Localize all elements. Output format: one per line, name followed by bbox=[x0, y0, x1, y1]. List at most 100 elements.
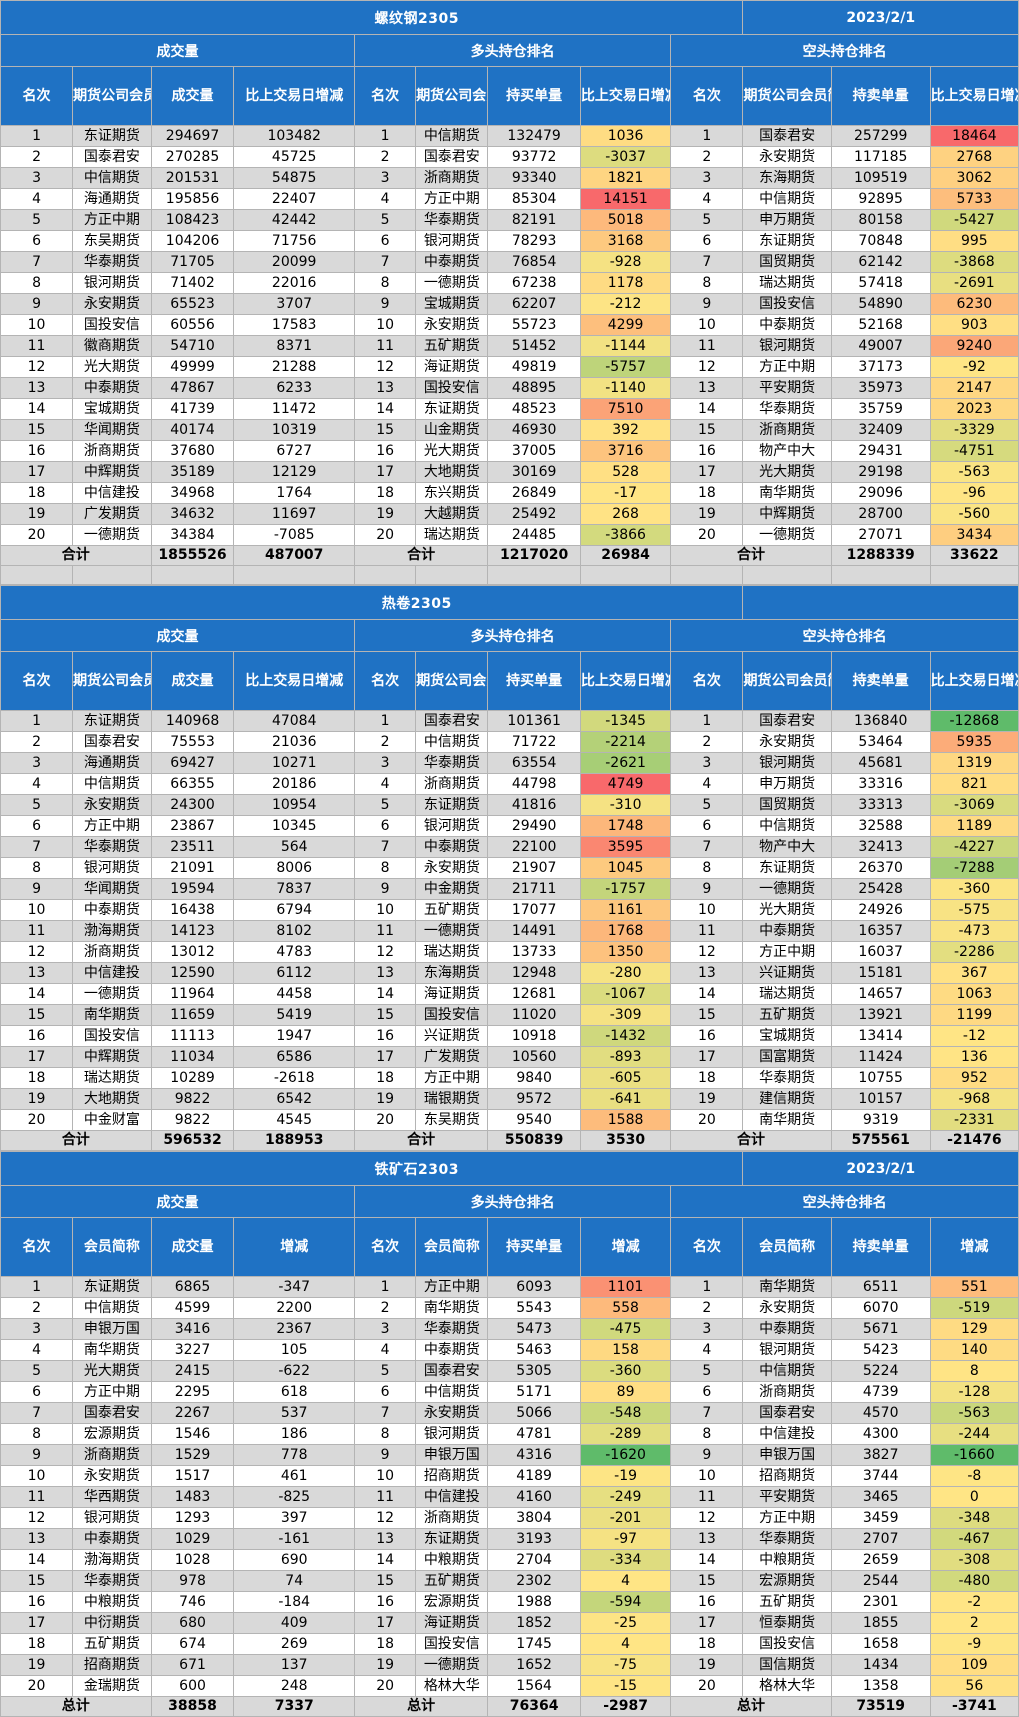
rank-cell: 4 bbox=[670, 1339, 744, 1361]
short-position-cell: 9319 bbox=[830, 1109, 931, 1131]
rank-cell: 1 bbox=[670, 710, 744, 732]
rank-cell: 2 bbox=[353, 146, 417, 168]
member-name-cell: 方正中期 bbox=[72, 815, 152, 837]
rank-cell: 5 bbox=[670, 209, 744, 231]
volume-value-cell: 34632 bbox=[150, 503, 235, 525]
table-row: 10 国投安信 60556 17583 10 永安期货 55723 4299 10 中泰期货 521… bbox=[0, 314, 1019, 336]
short-change-cell: -7288 bbox=[929, 857, 1019, 879]
rank-cell: 15 bbox=[670, 419, 744, 441]
long-position-cell: 62207 bbox=[487, 293, 581, 315]
short-position-cell: 10755 bbox=[830, 1067, 931, 1089]
long-position-cell: 2704 bbox=[487, 1549, 581, 1571]
long-change-cell: -310 bbox=[579, 794, 672, 816]
short-change-cell: 821 bbox=[929, 773, 1019, 795]
member-name-cell: 银河期货 bbox=[415, 1423, 489, 1445]
long-position-cell: 1852 bbox=[487, 1612, 581, 1634]
ranking-table: 铁矿石2303 2023/2/1 成交量 多头持仓排名 空头持仓排名 名次 会员简称 成交量增… bbox=[0, 1151, 1019, 1717]
member-name-cell: 南华期货 bbox=[742, 1109, 832, 1131]
rank-cell: 12 bbox=[353, 356, 417, 378]
short-position-cell: 4570 bbox=[830, 1402, 931, 1424]
short-position-cell: 13921 bbox=[830, 1004, 931, 1026]
rank-cell: 3 bbox=[670, 752, 744, 774]
long-change-cell: -15 bbox=[579, 1675, 672, 1697]
volume-value-cell: 3227 bbox=[150, 1339, 235, 1361]
volume-value-cell: 1029 bbox=[150, 1528, 235, 1550]
column-header: 会员简称 bbox=[72, 1217, 152, 1277]
volume-change-cell: 1764 bbox=[233, 482, 355, 504]
volume-change-cell: 47084 bbox=[233, 710, 355, 732]
rank-cell: 14 bbox=[353, 398, 417, 420]
member-name-cell: 银河期货 bbox=[415, 230, 489, 252]
total-volume: 1855526 bbox=[150, 545, 235, 566]
short-position-cell: 257299 bbox=[830, 125, 931, 147]
member-name-cell: 永安期货 bbox=[415, 314, 489, 336]
empty-cell bbox=[670, 565, 744, 585]
short-position-cell: 32409 bbox=[830, 419, 931, 441]
rank-cell: 20 bbox=[0, 1675, 74, 1697]
table-row: 15 华泰期货 978 74 15 五矿期货 2302 4 15 宏源期货 2544 -480 bbox=[0, 1570, 1019, 1592]
column-header: 名次 bbox=[670, 66, 744, 126]
long-change-cell: -19 bbox=[579, 1465, 672, 1487]
volume-change-cell: 54875 bbox=[233, 167, 355, 189]
table-row: 8 宏源期货 1546 186 8 银河期货 4781 -289 8 中信建投 4300 -244 bbox=[0, 1423, 1019, 1445]
long-change-cell: 268 bbox=[579, 503, 672, 525]
member-name-cell: 方正中期 bbox=[742, 1507, 832, 1529]
long-change-cell: 14151 bbox=[579, 188, 672, 210]
long-position-cell: 5463 bbox=[487, 1339, 581, 1361]
member-name-cell: 一德期货 bbox=[415, 1654, 489, 1676]
section-date: 2023/2/1 bbox=[742, 0, 1019, 35]
member-name-cell: 国投安信 bbox=[415, 1633, 489, 1655]
long-position-cell: 1988 bbox=[487, 1591, 581, 1613]
member-name-cell: 中粮期货 bbox=[742, 1549, 832, 1571]
member-name-cell: 宝城期货 bbox=[742, 1025, 832, 1047]
member-name-cell: 物产中大 bbox=[742, 836, 832, 858]
column-header: 期货公司会员简称 bbox=[415, 651, 489, 711]
volume-value-cell: 2415 bbox=[150, 1360, 235, 1382]
member-name-cell: 中泰期货 bbox=[72, 899, 152, 921]
short-position-cell: 32588 bbox=[830, 815, 931, 837]
section-date: 2023/2/1 bbox=[742, 1151, 1019, 1186]
volume-change-cell: 10319 bbox=[233, 419, 355, 441]
volume-change-cell: 17583 bbox=[233, 314, 355, 336]
long-change-cell: -1144 bbox=[579, 335, 672, 357]
member-name-cell: 南华期货 bbox=[742, 1276, 832, 1298]
rank-cell: 12 bbox=[0, 941, 74, 963]
member-name-cell: 华泰期货 bbox=[742, 1067, 832, 1089]
rank-cell: 13 bbox=[670, 1528, 744, 1550]
volume-value-cell: 9822 bbox=[150, 1109, 235, 1131]
long-position-cell: 24485 bbox=[487, 524, 581, 546]
rank-cell: 2 bbox=[353, 731, 417, 753]
table-row: 15 南华期货 11659 5419 15 国投安信 11020 -309 15 五矿期货 1392… bbox=[0, 1004, 1019, 1026]
volume-change-cell: 7837 bbox=[233, 878, 355, 900]
rank-cell: 15 bbox=[0, 419, 74, 441]
member-name-cell: 中泰期货 bbox=[415, 251, 489, 273]
rank-cell: 8 bbox=[0, 857, 74, 879]
member-name-cell: 浙商期货 bbox=[72, 1444, 152, 1466]
short-position-cell: 14657 bbox=[830, 983, 931, 1005]
total-label: 总计 bbox=[353, 1696, 489, 1717]
short-change-cell: 18464 bbox=[929, 125, 1019, 147]
volume-value-cell: 24300 bbox=[150, 794, 235, 816]
long-position-cell: 5171 bbox=[487, 1381, 581, 1403]
group-header-row: 成交量 多头持仓排名 空头持仓排名 bbox=[0, 34, 1019, 67]
member-name-cell: 中信期货 bbox=[742, 188, 832, 210]
long-position-cell: 10918 bbox=[487, 1025, 581, 1047]
long-change-cell: -1067 bbox=[579, 983, 672, 1005]
member-name-cell: 恒泰期货 bbox=[742, 1612, 832, 1634]
column-header: 比上交易日增减 bbox=[233, 66, 355, 126]
short-position-cell: 62142 bbox=[830, 251, 931, 273]
member-name-cell: 国泰君安 bbox=[415, 710, 489, 732]
member-name-cell: 物产中大 bbox=[742, 440, 832, 462]
rank-cell: 8 bbox=[670, 1423, 744, 1445]
member-name-cell: 永安期货 bbox=[72, 1465, 152, 1487]
volume-value-cell: 16438 bbox=[150, 899, 235, 921]
rank-cell: 16 bbox=[670, 440, 744, 462]
column-header: 期货公司会员简称 bbox=[415, 66, 489, 126]
volume-change-cell: 21288 bbox=[233, 356, 355, 378]
rank-cell: 20 bbox=[0, 524, 74, 546]
volume-value-cell: 40174 bbox=[150, 419, 235, 441]
long-position-cell: 5305 bbox=[487, 1360, 581, 1382]
column-header: 名次 bbox=[353, 651, 417, 711]
rank-cell: 6 bbox=[353, 1381, 417, 1403]
long-change-cell: -97 bbox=[579, 1528, 672, 1550]
